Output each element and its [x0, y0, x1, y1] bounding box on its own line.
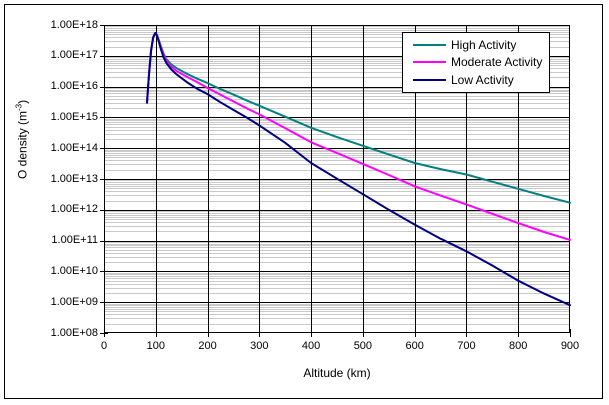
y-axis-title-close: ) — [15, 99, 30, 104]
x-tick-label: 500 — [353, 340, 373, 352]
x-tick-label: 900 — [560, 340, 580, 352]
x-tick-label: 400 — [301, 340, 321, 352]
legend-item: Moderate Activity — [413, 55, 549, 69]
x-tick-label: 0 — [100, 340, 108, 352]
y-axis-title-text: O density (m — [15, 110, 30, 179]
x-tick-label: 200 — [198, 340, 217, 352]
y-axis-title-superscript: -3 — [14, 103, 24, 111]
x-tick-label: 700 — [457, 340, 476, 352]
series-line-low-activity — [146, 32, 571, 307]
y-tick-label: 1.00E+08 — [50, 326, 98, 339]
x-axis-title: Altitude (km) — [303, 366, 371, 380]
x-tick-label: 100 — [146, 340, 165, 352]
y-tick-label: 1.00E+13 — [50, 172, 98, 185]
x-tick-label: 600 — [405, 340, 424, 352]
y-tick-label: 1.00E+16 — [50, 80, 98, 93]
chart-outer-border — [4, 4, 603, 399]
y-tick-label: 1.00E+11 — [51, 234, 98, 247]
y-tick-label: 1.00E+09 — [50, 295, 98, 308]
legend-label: Low Activity — [451, 73, 514, 88]
legend-item: Low Activity — [413, 73, 549, 87]
legend-item: High Activity — [413, 38, 549, 52]
y-tick-label: 1.00E+17 — [50, 49, 98, 62]
legend-label: High Activity — [451, 37, 517, 52]
legend-line-swatch — [413, 43, 446, 46]
x-tick-label: 800 — [509, 340, 528, 352]
legend-line-swatch — [413, 79, 446, 82]
y-tick-label: 1.00E+18 — [50, 18, 98, 31]
plot-area — [100, 25, 571, 337]
x-tick-label: 300 — [250, 340, 269, 352]
y-tick-label: 1.00E+14 — [50, 141, 98, 154]
legend-label: Moderate Activity — [451, 55, 543, 70]
legend: High Activity Moderate Activity Low Activi… — [402, 32, 550, 93]
y-tick-label: 1.00E+15 — [50, 110, 98, 123]
legend-line-swatch — [413, 61, 446, 64]
y-tick-label: 1.00E+10 — [50, 264, 98, 277]
y-tick-label: 1.00E+12 — [50, 203, 98, 216]
